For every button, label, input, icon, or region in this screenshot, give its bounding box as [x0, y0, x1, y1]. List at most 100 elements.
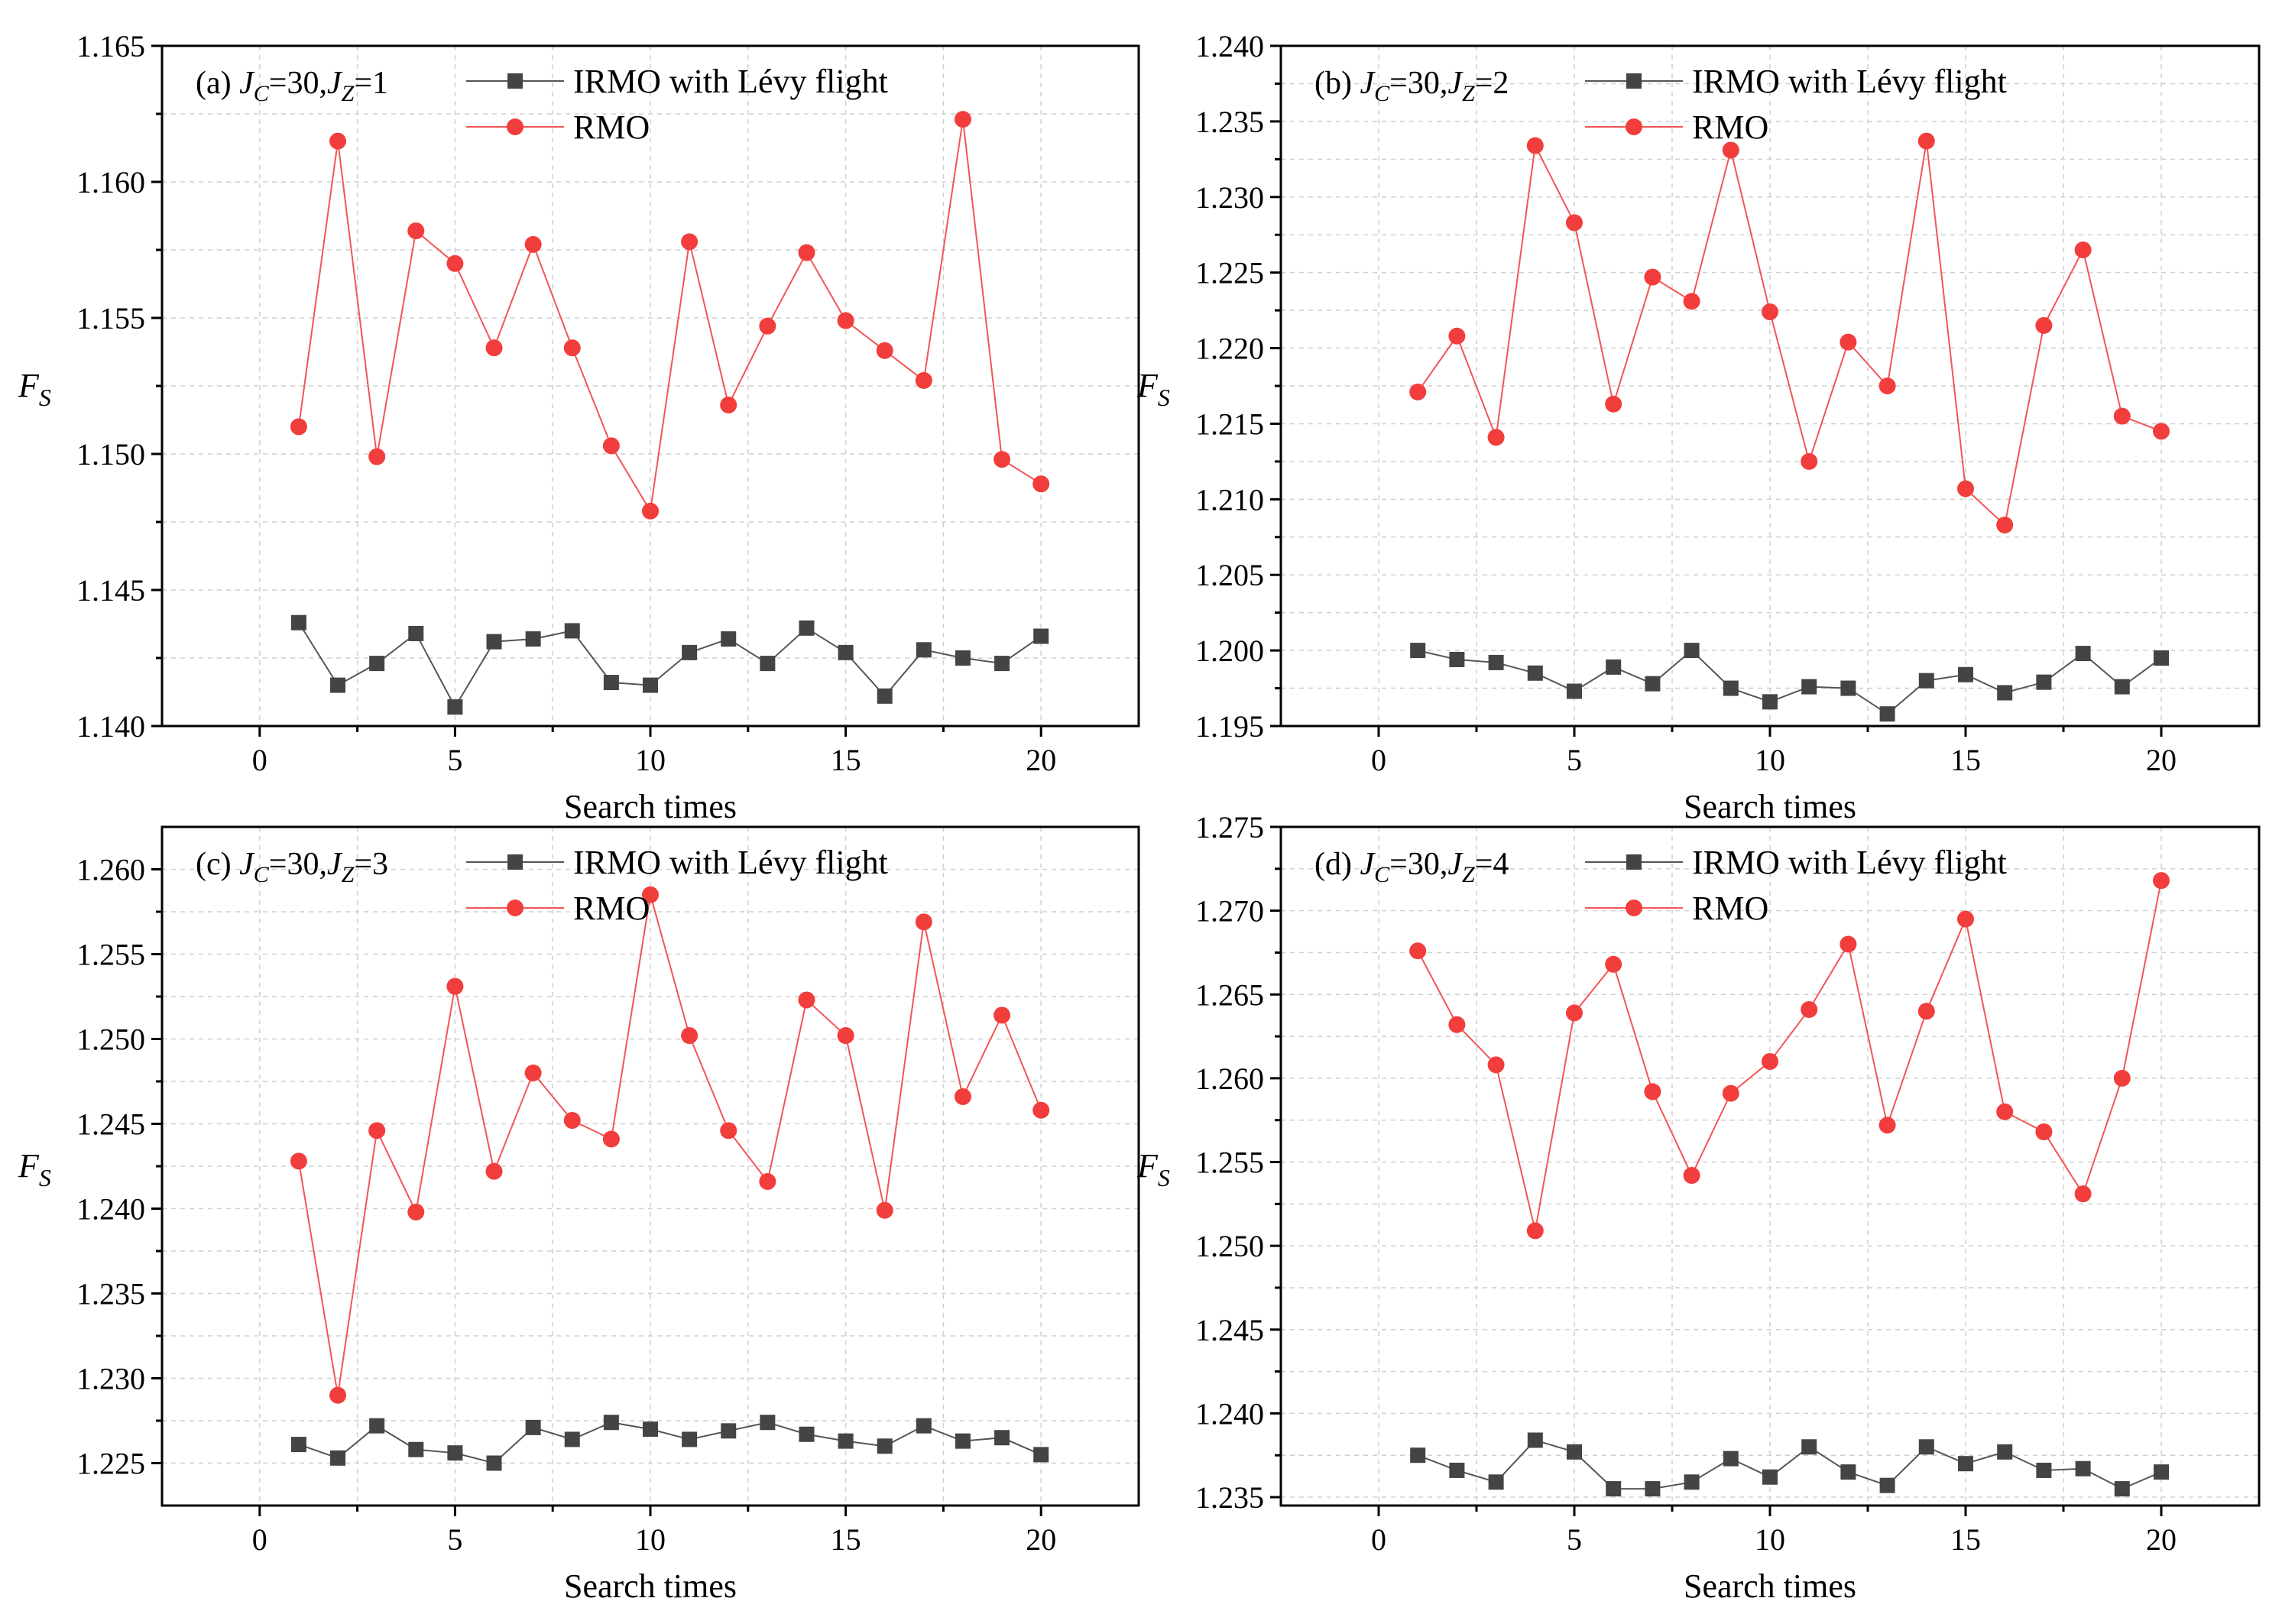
data-point-irmo [564, 1431, 580, 1447]
data-point-rmo [915, 371, 932, 389]
x-axis-title: Search times [564, 1567, 737, 1605]
data-point-rmo [954, 1088, 971, 1105]
chart-panel-c: 1.225 1.230 1.235 1.240 1.245 1.250 1.255 1.260… [18, 825, 1140, 1605]
y-tick-label: 1.155 [76, 301, 145, 335]
data-point-rmo [2074, 1185, 2092, 1203]
data-point-irmo [955, 1433, 971, 1449]
data-point-rmo [1448, 1016, 1466, 1033]
data-point-rmo [1762, 1052, 1778, 1070]
data-point-irmo [916, 1418, 932, 1434]
data-point-irmo [1567, 683, 1582, 699]
y-tick-label: 1.230 [76, 1362, 145, 1396]
data-point-rmo [2074, 241, 2092, 258]
data-point-irmo [643, 1421, 658, 1438]
y-axis-title: FS [18, 367, 51, 411]
y-tick-label: 1.235 [76, 1277, 145, 1311]
data-point-rmo [524, 1064, 542, 1081]
data-point-irmo [1723, 1451, 1739, 1467]
series-line-rmo [1417, 880, 2162, 1231]
data-point-irmo [369, 656, 385, 672]
x-tick-label: 5 [1567, 1522, 1582, 1557]
series-line-rmo [297, 118, 1042, 514]
x-tick-label: 5 [1567, 743, 1582, 777]
data-point-rmo [642, 886, 659, 903]
x-tick-label: 5 [447, 1522, 462, 1557]
x-axis-title: Search times [1684, 788, 1856, 825]
panel-label: (d) JC=30,JZ=4 [1314, 847, 1509, 887]
data-point-rmo [329, 1386, 347, 1404]
data-point-rmo [485, 1162, 503, 1180]
legend-marker-irmo [1626, 854, 1642, 870]
data-point-irmo [330, 1450, 346, 1466]
data-point-irmo [1918, 673, 1934, 689]
data-point-rmo [290, 418, 307, 436]
series-line-rmo [1417, 141, 2162, 527]
y-tick-label: 1.240 [1195, 1396, 1264, 1431]
data-point-rmo [1996, 1103, 2014, 1120]
data-point-irmo [2154, 1464, 2169, 1480]
y-tick-label: 1.255 [76, 938, 145, 972]
data-point-irmo [760, 656, 776, 672]
data-point-irmo [1840, 1464, 1856, 1480]
data-point-irmo [1958, 666, 1973, 682]
data-point-rmo [1957, 480, 1974, 498]
series-line-irmo [298, 622, 1042, 709]
x-tick-label: 20 [1026, 743, 1056, 777]
data-point-rmo [602, 1130, 620, 1148]
legend-label-irmo: IRMO with Lévy flight [1692, 844, 2007, 881]
data-point-rmo [524, 235, 542, 253]
data-point-irmo [369, 1418, 385, 1434]
data-point-irmo [2114, 679, 2130, 695]
data-point-rmo [2035, 1123, 2053, 1141]
data-point-rmo [485, 339, 503, 357]
data-point-rmo [1722, 1084, 1739, 1102]
legend-label-rmo: RMO [1692, 109, 1768, 146]
data-point-rmo [563, 339, 581, 357]
legend-label-irmo: IRMO with Lévy flight [573, 844, 888, 881]
data-point-rmo [1605, 395, 1622, 413]
data-point-irmo [877, 688, 893, 704]
data-point-rmo [1840, 333, 1857, 351]
x-tick-label: 20 [2146, 1522, 2177, 1557]
y-tick-label: 1.245 [76, 1107, 145, 1142]
data-point-rmo [1644, 1083, 1661, 1100]
data-point-irmo [1449, 1462, 1465, 1478]
data-point-rmo [1840, 935, 1857, 953]
data-point-irmo [525, 1419, 541, 1435]
x-tick-label: 20 [1026, 1522, 1056, 1557]
data-point-irmo [1840, 680, 1856, 696]
data-point-irmo [1762, 694, 1778, 710]
data-point-rmo [954, 111, 971, 128]
data-point-irmo [1449, 651, 1465, 667]
data-point-irmo [1410, 1447, 1426, 1464]
y-tick-label: 1.165 [76, 29, 145, 63]
data-point-rmo [2113, 1069, 2131, 1087]
data-point-rmo [290, 1152, 307, 1170]
data-point-irmo [525, 631, 541, 647]
data-point-rmo [446, 977, 464, 995]
data-point-irmo [1488, 1474, 1504, 1490]
panel-label: (b) JC=30,JZ=2 [1314, 66, 1509, 106]
data-point-irmo [1645, 1481, 1661, 1497]
data-point-rmo [446, 254, 464, 272]
y-tick-label: 1.225 [76, 1447, 145, 1481]
data-point-irmo [1801, 1439, 1817, 1455]
data-point-rmo [1917, 1003, 1935, 1020]
data-point-rmo [1801, 1000, 1818, 1018]
data-point-rmo [602, 437, 620, 455]
data-point-rmo [1878, 378, 1896, 394]
y-tick-label: 1.240 [1195, 29, 1264, 63]
data-point-rmo [642, 502, 659, 520]
x-tick-label: 15 [831, 743, 861, 777]
data-point-irmo [408, 1441, 424, 1457]
data-point-irmo [2036, 1462, 2052, 1478]
y-tick-label: 1.270 [1195, 894, 1264, 929]
data-point-irmo [1997, 1444, 2013, 1460]
data-point-irmo [564, 623, 580, 639]
data-point-rmo [837, 312, 854, 329]
y-tick-label: 1.240 [76, 1192, 145, 1227]
data-point-irmo [1033, 1447, 1049, 1463]
data-point-irmo [877, 1438, 893, 1454]
data-point-rmo [759, 1172, 776, 1190]
chart-panel-b: 1.195 1.200 1.205 1.210 1.215 1.220 1.225 1.230… [1136, 29, 2261, 825]
